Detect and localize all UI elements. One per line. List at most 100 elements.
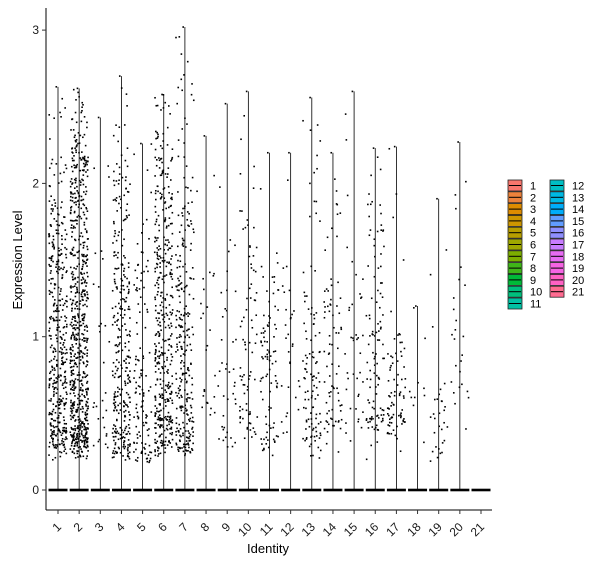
point xyxy=(79,243,82,246)
point xyxy=(116,418,118,421)
point xyxy=(61,432,64,435)
point xyxy=(75,121,78,124)
point xyxy=(113,396,116,398)
legend-label: 3 xyxy=(530,204,536,216)
point xyxy=(116,268,118,270)
point xyxy=(388,147,391,150)
point xyxy=(159,404,161,406)
point xyxy=(82,290,84,292)
point xyxy=(175,326,177,329)
point xyxy=(185,313,188,315)
point xyxy=(72,380,75,383)
point xyxy=(71,170,74,173)
point xyxy=(70,410,72,413)
point xyxy=(154,334,157,337)
point xyxy=(124,445,127,448)
point xyxy=(71,404,74,406)
point xyxy=(114,365,117,368)
point xyxy=(163,197,166,199)
point xyxy=(123,298,126,301)
point xyxy=(154,415,156,418)
point xyxy=(274,305,276,308)
point xyxy=(162,440,165,443)
point xyxy=(140,374,143,377)
point xyxy=(134,269,137,272)
point xyxy=(82,371,85,373)
point xyxy=(59,111,61,114)
point xyxy=(115,359,118,361)
point xyxy=(53,433,55,436)
point xyxy=(64,386,67,389)
point xyxy=(156,379,159,381)
point xyxy=(76,219,78,222)
point xyxy=(73,389,75,391)
point xyxy=(273,281,276,284)
point xyxy=(73,403,75,405)
violin-14 xyxy=(323,152,343,492)
point xyxy=(51,369,54,371)
point xyxy=(149,457,152,460)
point xyxy=(184,446,187,449)
point xyxy=(124,256,126,259)
point xyxy=(336,305,338,307)
point xyxy=(127,308,130,311)
point xyxy=(114,425,117,428)
point xyxy=(156,247,159,249)
point xyxy=(220,291,223,294)
point xyxy=(251,351,254,354)
point xyxy=(74,283,77,285)
point xyxy=(114,372,117,375)
point xyxy=(270,407,272,409)
point xyxy=(70,399,72,402)
point xyxy=(455,364,457,367)
point xyxy=(71,307,73,310)
point xyxy=(50,429,52,431)
point xyxy=(49,441,51,444)
point xyxy=(126,355,129,358)
point xyxy=(164,326,167,329)
point xyxy=(251,326,254,329)
point xyxy=(55,425,57,428)
point xyxy=(65,398,68,400)
point xyxy=(156,266,158,269)
point xyxy=(369,420,371,423)
point xyxy=(128,308,131,311)
point xyxy=(180,407,182,409)
point xyxy=(160,444,163,447)
point xyxy=(124,276,126,278)
point xyxy=(249,413,251,415)
point xyxy=(81,393,83,396)
point xyxy=(183,365,185,367)
point xyxy=(312,406,315,409)
point xyxy=(436,456,439,459)
point xyxy=(378,339,381,341)
point xyxy=(373,407,375,410)
point xyxy=(315,413,318,416)
point xyxy=(162,140,164,142)
point xyxy=(59,451,61,453)
point xyxy=(180,282,183,284)
point xyxy=(365,418,368,420)
legend-label: 6 xyxy=(530,240,536,252)
point xyxy=(121,244,124,247)
point xyxy=(73,338,76,341)
point xyxy=(86,163,88,166)
point xyxy=(316,167,318,170)
point xyxy=(75,219,77,221)
point xyxy=(62,416,65,418)
point xyxy=(369,369,371,372)
legend-label: 1 xyxy=(530,181,536,193)
point xyxy=(150,143,153,145)
point xyxy=(148,428,150,430)
point xyxy=(336,387,338,390)
point xyxy=(160,309,163,312)
point xyxy=(404,378,407,380)
point xyxy=(444,406,446,408)
y-tick-label: 0 xyxy=(32,483,39,497)
point xyxy=(126,165,129,168)
point xyxy=(379,292,382,295)
point xyxy=(176,343,178,346)
point xyxy=(82,169,85,172)
point xyxy=(304,367,306,370)
point xyxy=(51,255,54,257)
